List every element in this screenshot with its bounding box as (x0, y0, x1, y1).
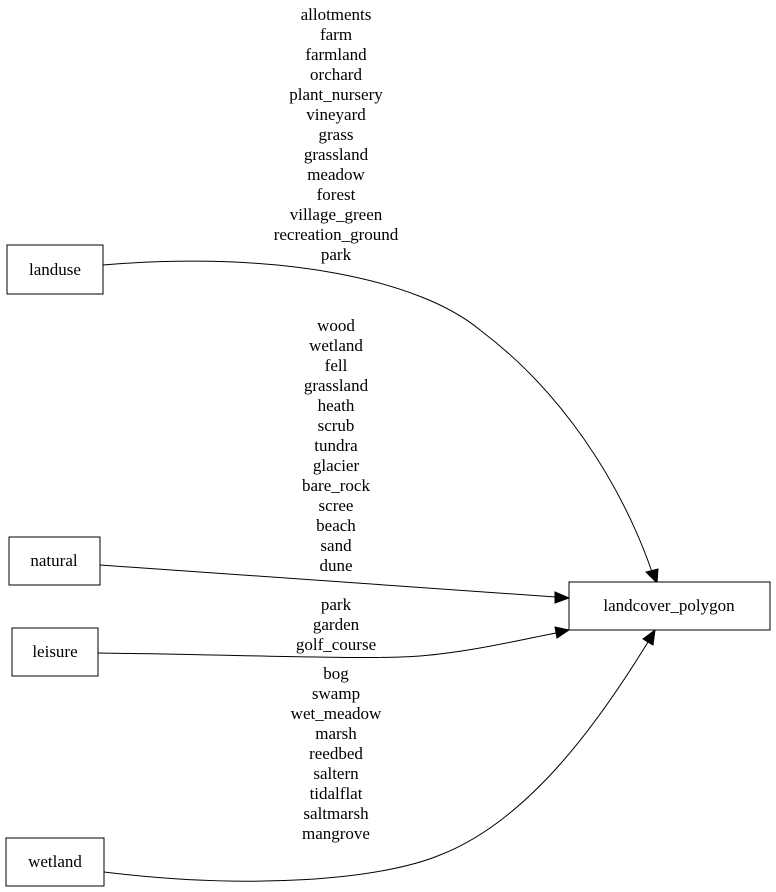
edge-label-line: grassland (304, 145, 369, 164)
edge-label-line: recreation_ground (274, 225, 399, 244)
edge-label-line: farm (320, 25, 352, 44)
edge-label-line: meadow (307, 165, 365, 184)
node-leisure: leisure (11, 627, 99, 677)
edge-label-line: sand (320, 536, 352, 555)
edge-label-line: wetland (309, 336, 363, 355)
edge-label-line: park (321, 245, 352, 264)
edge-label-line: glacier (313, 456, 360, 475)
arrowhead (554, 591, 571, 604)
edge-label-wetland: bogswampwet_meadowmarshreedbedsalterntid… (291, 664, 382, 843)
edge-label-line: beach (316, 516, 356, 535)
edge-landuse-to-landcover (102, 260, 659, 585)
node-landcover-polygon: landcover_polygon (568, 581, 771, 631)
edge-label-line: golf_course (296, 635, 376, 654)
edge-label-line: vineyard (306, 105, 366, 124)
edge-label-line: tundra (314, 436, 358, 455)
edge-label-line: heath (318, 396, 355, 415)
edge-label-line: tidalflat (310, 784, 363, 803)
node-label: natural (30, 551, 77, 570)
edge-line (99, 564, 557, 598)
edge-label-line: wet_meadow (291, 704, 382, 723)
arrowhead (645, 568, 659, 585)
edge-label-line: bare_rock (302, 476, 370, 495)
edge-leisure-to-landcover (97, 626, 571, 659)
edge-label-line: village_green (290, 205, 383, 224)
edge-label-line: plant_nursery (289, 85, 383, 104)
edge-label-line: orchard (310, 65, 362, 84)
node-wetland: wetland (5, 837, 105, 887)
edge-label-line: bog (323, 664, 349, 683)
edge-line (102, 260, 653, 573)
node-natural: natural (8, 536, 101, 586)
edge-natural-to-landcover (99, 564, 571, 604)
edge-label-line: farmland (305, 45, 367, 64)
node-label: landcover_polygon (603, 596, 735, 615)
edge-label-line: reedbed (309, 744, 363, 763)
arrowhead (642, 628, 656, 646)
node-label: leisure (32, 642, 77, 661)
edge-label-line: saltmarsh (303, 804, 369, 823)
edge-label-line: allotments (301, 5, 372, 24)
node-label: landuse (29, 260, 81, 279)
arrowhead (554, 626, 571, 639)
edge-label-line: scrub (318, 416, 355, 435)
edge-line (103, 641, 649, 882)
edge-label-line: wood (317, 316, 355, 335)
edge-label-line: garden (313, 615, 360, 634)
node-label: wetland (28, 852, 82, 871)
edge-label-line: fell (325, 356, 348, 375)
edge-label-line: dune (319, 556, 352, 575)
edge-label-natural: woodwetlandfellgrasslandheathscrubtundra… (302, 316, 370, 575)
edge-label-line: park (321, 595, 352, 614)
edge-label-line: saltern (313, 764, 359, 783)
edge-label-line: forest (317, 185, 356, 204)
edge-label-line: grassland (304, 376, 369, 395)
edge-label-line: scree (319, 496, 354, 515)
edge-wetland-to-landcover (103, 628, 656, 882)
edge-label-line: marsh (315, 724, 357, 743)
edge-label-line: grass (319, 125, 354, 144)
edge-label-line: swamp (312, 684, 360, 703)
edge-label-line: mangrove (302, 824, 370, 843)
node-landuse: landuse (6, 244, 104, 295)
edge-label-landuse: allotmentsfarmfarmlandorchardplant_nurse… (274, 5, 399, 264)
edge-line (97, 632, 557, 659)
